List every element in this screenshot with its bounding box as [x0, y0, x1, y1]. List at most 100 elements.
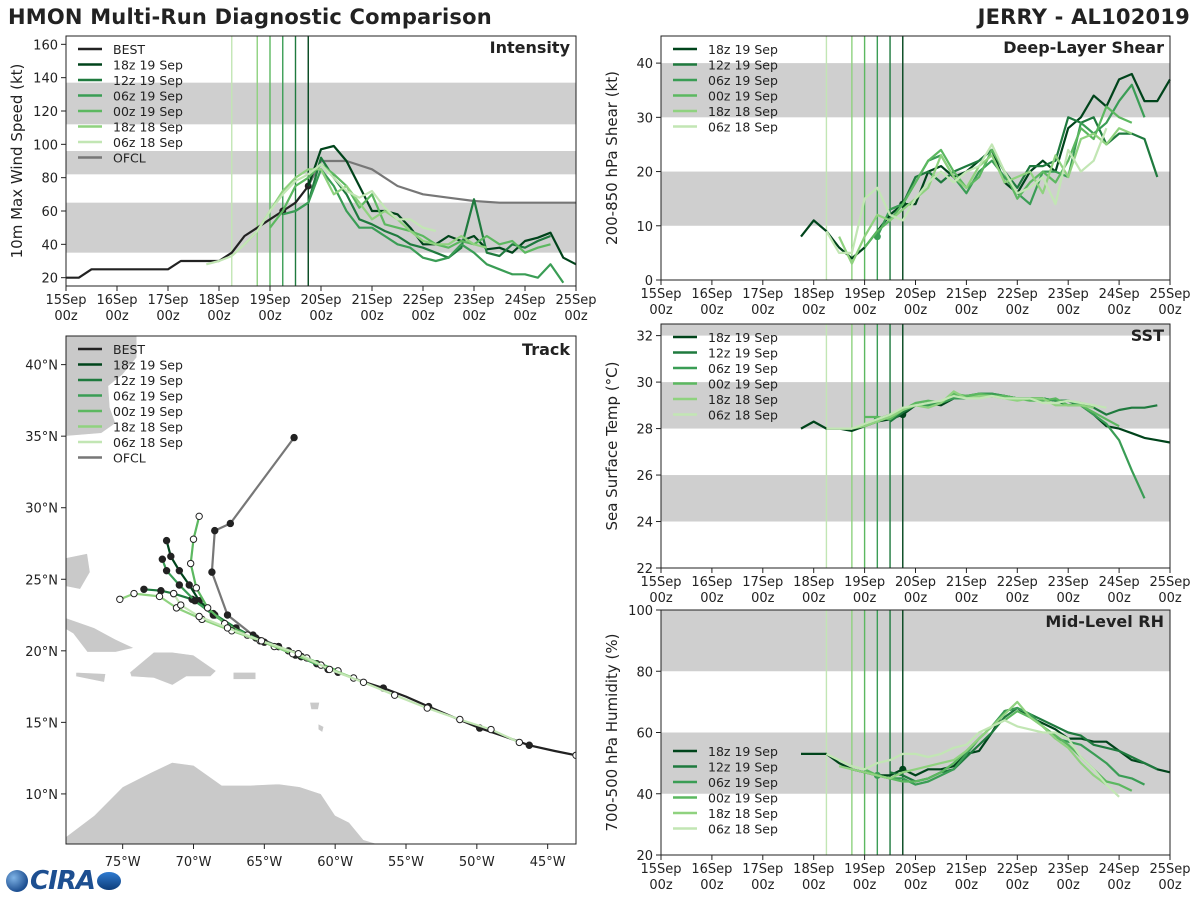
x-tick-sublabel: 00z: [1158, 878, 1182, 893]
legend-label: 18z 19 Sep: [708, 42, 778, 57]
y-tick-label: 30: [636, 376, 653, 391]
x-tick-label: 20Sep: [895, 575, 936, 590]
x-tick-sublabel: 00z: [955, 591, 979, 606]
x-tick-label: 19Sep: [844, 862, 885, 877]
y-axis-label: Sea Surface Temp (°C): [603, 361, 621, 530]
shear-panel: 01020304015Sep00z16Sep00z17Sep00z18Sep00…: [603, 35, 1191, 318]
series-line: [825, 127, 1108, 254]
y-tick-label: 20: [636, 849, 653, 864]
y-tick-label: 30°N: [25, 502, 58, 517]
threshold-band: [66, 82, 576, 125]
legend-label: OFCL: [113, 451, 146, 466]
x-tick-sublabel: 00z: [1107, 591, 1131, 606]
track-map-area: [66, 336, 576, 844]
x-tick-label: 60°W: [317, 855, 353, 870]
storm-title: JERRY - AL102019: [977, 5, 1190, 29]
x-tick-sublabel: 00z: [649, 878, 673, 893]
track-point: [290, 433, 298, 442]
x-tick-sublabel: 00z: [853, 878, 877, 893]
x-tick-label: 19Sep: [844, 575, 885, 590]
track-point: [162, 536, 171, 545]
y-tick-label: 60: [636, 727, 653, 742]
x-tick-label: 25Sep: [1149, 287, 1190, 302]
sst-panel: 22242628303215Sep00z16Sep00z17Sep00z18Se…: [603, 323, 1191, 606]
track-point: [169, 589, 178, 598]
x-tick-label: 21Sep: [946, 287, 987, 302]
track-point: [195, 512, 203, 521]
legend-label: 06z 18 Sep: [708, 120, 778, 135]
y-tick-label: 0: [645, 274, 653, 289]
legend-label: 12z 19 Sep: [113, 373, 183, 388]
guadeloupe: [309, 701, 320, 710]
legend-label: 18z 18 Sep: [708, 104, 778, 119]
x-tick-sublabel: 00z: [1057, 303, 1081, 318]
x-tick-label: 15Sep: [640, 862, 681, 877]
legend-label: 18z 18 Sep: [708, 392, 778, 407]
threshold-band: [661, 610, 1170, 672]
x-tick-label: 22Sep: [997, 862, 1038, 877]
track-point: [211, 526, 219, 535]
track-point: [116, 595, 124, 604]
y-tick-label: 100: [628, 604, 653, 619]
x-tick-sublabel: 00z: [360, 309, 384, 324]
legend-label: 06z 18 Sep: [708, 822, 778, 837]
x-tick-label: 22Sep: [997, 575, 1038, 590]
figure-title: HMON Multi-Run Diagnostic Comparison: [8, 5, 492, 29]
panel-title: Intensity: [490, 38, 571, 57]
x-tick-label: 20Sep: [895, 862, 936, 877]
track-line: [300, 655, 576, 757]
track-point: [223, 624, 232, 632]
series-line: [838, 700, 1108, 786]
x-tick-label: 65°W: [246, 855, 282, 870]
y-tick-label: 80: [41, 172, 58, 187]
x-tick-label: 25Sep: [1149, 862, 1190, 877]
track-point: [525, 741, 533, 749]
x-tick-sublabel: 00z: [904, 303, 928, 318]
y-tick-label: 120: [33, 105, 58, 120]
y-tick-label: 40: [636, 57, 653, 72]
x-tick-label: 23Sep: [453, 293, 494, 308]
series-line: [863, 105, 1133, 249]
series-line: [206, 163, 437, 266]
south-america: [66, 762, 378, 844]
x-tick-label: 23Sep: [1048, 287, 1089, 302]
panel-title: Mid-Level RH: [1045, 612, 1164, 631]
y-tick-label: 10: [636, 220, 653, 235]
logo-text: CIRA: [30, 866, 96, 896]
legend-label: 00z 19 Sep: [708, 791, 778, 806]
y-tick-label: 100: [33, 138, 58, 153]
series-line: [307, 144, 577, 266]
x-tick-label: 23Sep: [1048, 862, 1089, 877]
x-tick-sublabel: 00z: [955, 878, 979, 893]
x-tick-label: 24Sep: [504, 293, 545, 308]
x-tick-label: 24Sep: [1099, 862, 1140, 877]
x-tick-label: 18Sep: [793, 287, 834, 302]
y-tick-label: 24: [636, 516, 653, 531]
x-tick-sublabel: 00z: [853, 303, 877, 318]
track-point: [186, 559, 195, 568]
y-tick-label: 22: [636, 562, 653, 577]
martinique: [317, 723, 325, 733]
track-point: [155, 592, 164, 601]
track-point: [359, 678, 368, 686]
legend-label: 06z 18 Sep: [113, 135, 183, 150]
track-point: [189, 535, 198, 543]
x-tick-label: 16Sep: [691, 862, 732, 877]
y-tick-label: 40: [41, 238, 58, 253]
track-line: [119, 592, 355, 680]
x-tick-label: 24Sep: [1099, 575, 1140, 590]
track-point: [226, 519, 235, 528]
series-line: [826, 394, 1107, 430]
legend-label: 00z 19 Sep: [113, 104, 183, 119]
y-tick-label: 20: [636, 166, 653, 181]
y-tick-label: 160: [33, 38, 58, 53]
bahamas: [66, 553, 91, 590]
legend-label: BEST: [113, 42, 145, 57]
track-point: [192, 584, 201, 592]
x-tick-sublabel: 00z: [1006, 591, 1030, 606]
x-tick-sublabel: 00z: [955, 303, 979, 318]
x-tick-label: 17Sep: [742, 575, 783, 590]
series-line: [825, 719, 1120, 798]
track-point: [195, 612, 203, 621]
y-axis-label: 200-850 hPa Shear (kt): [603, 71, 621, 245]
